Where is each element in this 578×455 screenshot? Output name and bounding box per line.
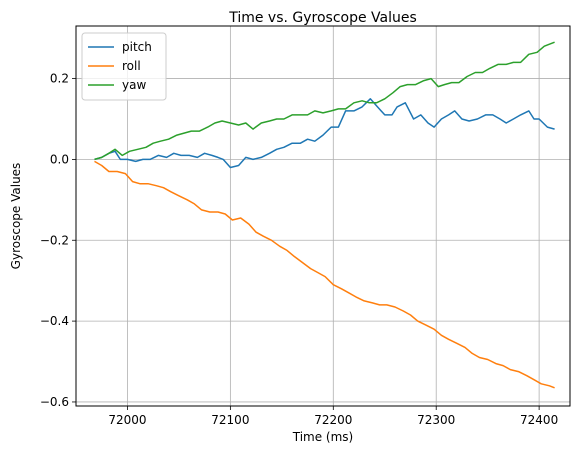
plot-frame (75, 25, 571, 407)
legend-label-yaw: yaw (122, 78, 146, 92)
x-tick-label: 72000 (108, 413, 146, 427)
x-axis-label: Time (ms) (292, 430, 354, 444)
x-tick-label: 72300 (417, 413, 455, 427)
y-axis: −0.6 −0.4 −0.2 0.0 0.2 (40, 72, 76, 409)
x-tick-label: 72100 (211, 413, 249, 427)
y-axis-label: Gyroscope Values (9, 163, 23, 270)
series-line-pitch (94, 98, 555, 169)
legend-label-roll: roll (122, 59, 141, 73)
y-tick-label: 0.2 (50, 72, 69, 86)
series-lines (94, 41, 555, 389)
x-tick-label: 72200 (314, 413, 352, 427)
y-tick-label: −0.6 (40, 395, 69, 409)
grid (76, 26, 570, 406)
chart-title: Time vs. Gyroscope Values (228, 10, 417, 26)
y-tick-label: −0.4 (40, 314, 69, 328)
legend-box (81, 32, 167, 101)
x-tick-label: 72400 (520, 413, 558, 427)
legend: pitch roll yaw (81, 32, 167, 101)
series-line-yaw (94, 41, 555, 161)
y-tick-label: 0.0 (50, 152, 69, 166)
x-axis: 72000 72100 72200 72300 72400 (108, 406, 558, 427)
legend-label-pitch: pitch (122, 40, 152, 54)
series-line-roll (94, 160, 555, 389)
y-tick-label: −0.2 (40, 233, 69, 247)
